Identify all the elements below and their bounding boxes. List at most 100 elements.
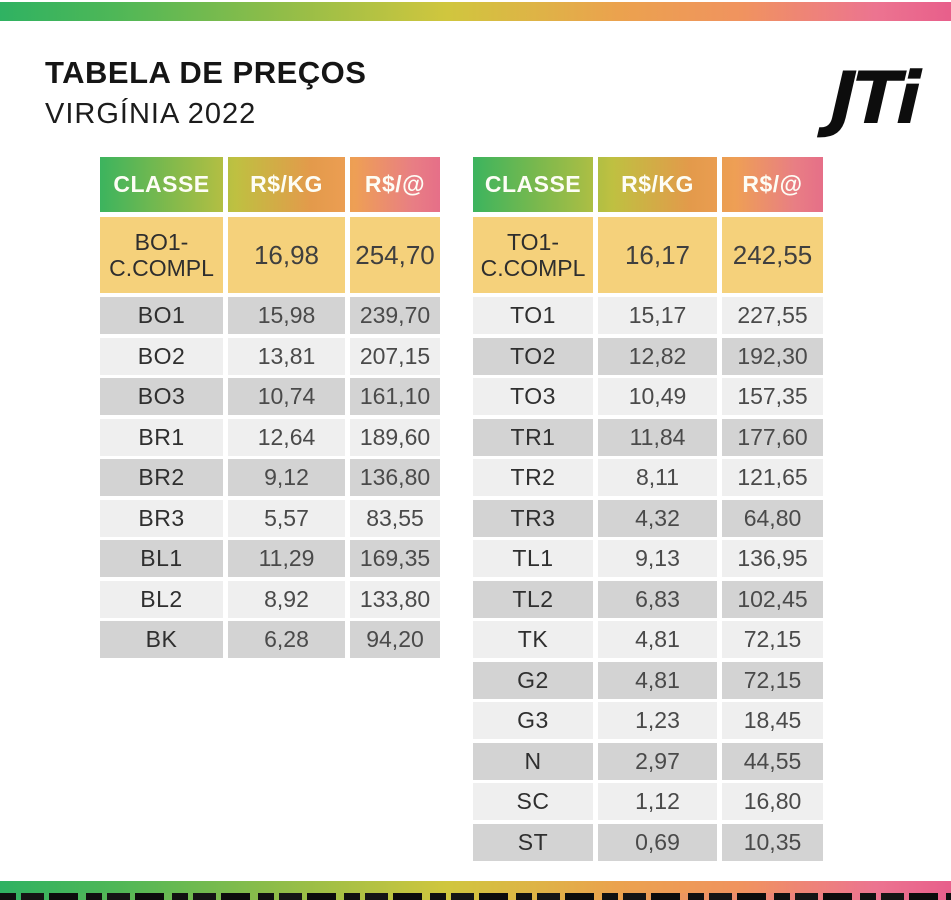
price-arroba-cell: 72,15 [722, 621, 823, 658]
table-rows: TO1 15,17 227,55 TO2 12,82 192,30 TO3 10,49 157,… [473, 297, 823, 861]
class-cell: BO3 [100, 378, 223, 415]
price-arroba-cell: 161,10 [350, 378, 440, 415]
class-cell: BL1 [100, 540, 223, 577]
class-cell: TL2 [473, 580, 593, 618]
price-kg-cell: 11,29 [228, 540, 345, 577]
price-kg-cell: 9,13 [598, 540, 717, 577]
price-kg-cell: 4,32 [598, 499, 717, 537]
page-title: TABELA DE PREÇOS [45, 55, 367, 90]
price-arroba-cell: 227,55 [722, 297, 823, 334]
class-cell: SC [473, 783, 593, 820]
price-kg-cell: 8,92 [228, 580, 345, 618]
price-arroba-cell: 207,15 [350, 337, 440, 375]
class-cell: TL1 [473, 540, 593, 577]
class-cell: BR3 [100, 499, 223, 537]
price-kg-cell: 6,28 [228, 621, 345, 658]
price-arroba-cell: 192,30 [722, 337, 823, 375]
price-arroba-cell: 157,35 [722, 378, 823, 415]
price-arroba-cell: 242,55 [722, 217, 823, 293]
price-kg-cell: 4,81 [598, 621, 717, 658]
price-arroba-cell: 44,55 [722, 742, 823, 780]
page-subtitle: VIRGÍNIA 2022 [45, 98, 257, 131]
class-cell: TR3 [473, 499, 593, 537]
class-cell: G3 [473, 702, 593, 739]
class-cell: BK [100, 621, 223, 658]
header-divider [345, 157, 350, 212]
price-arroba-cell: 121,65 [722, 459, 823, 496]
price-arroba-cell: 133,80 [350, 580, 440, 618]
class-cell: TO1 [473, 297, 593, 334]
class-cell: TO2 [473, 337, 593, 375]
bottom-cropped-text-strip [0, 893, 951, 900]
price-arroba-cell: 239,70 [350, 297, 440, 334]
price-arroba-cell: 18,45 [722, 702, 823, 739]
price-kg-cell: 10,74 [228, 378, 345, 415]
highlight-row: BO1- C.COMPL 16,98 254,70 [100, 217, 440, 293]
price-table-t-grades: CLASSE R$/KG R$/@ TO1- C.COMPL 16,17 242… [473, 157, 823, 861]
column-header-classe: CLASSE [484, 171, 582, 197]
price-arroba-cell: 189,60 [350, 418, 440, 456]
class-cell: BO1- C.COMPL [100, 217, 223, 293]
price-kg-cell: 6,83 [598, 580, 717, 618]
class-cell: TK [473, 621, 593, 658]
class-cell: ST [473, 823, 593, 861]
price-kg-cell: 12,64 [228, 418, 345, 456]
price-arroba-cell: 136,95 [722, 540, 823, 577]
top-gradient-bar [0, 2, 951, 21]
price-arroba-cell: 83,55 [350, 499, 440, 537]
price-kg-cell: 12,82 [598, 337, 717, 375]
price-arroba-cell: 72,15 [722, 661, 823, 699]
table-rows: BO1 15,98 239,70 BO2 13,81 207,15 BO3 10,74 161,… [100, 297, 440, 658]
price-kg-cell: 15,17 [598, 297, 717, 334]
price-kg-cell: 1,12 [598, 783, 717, 820]
class-cell: G2 [473, 661, 593, 699]
class-cell: TR2 [473, 459, 593, 496]
column-header-classe: CLASSE [113, 171, 210, 197]
price-arroba-cell: 177,60 [722, 418, 823, 456]
class-cell: TO3 [473, 378, 593, 415]
price-kg-cell: 2,97 [598, 742, 717, 780]
header-divider [717, 157, 722, 212]
price-arroba-cell: 169,35 [350, 540, 440, 577]
price-kg-cell: 0,69 [598, 823, 717, 861]
price-kg-cell: 13,81 [228, 337, 345, 375]
class-cell: N [473, 742, 593, 780]
highlight-row: TO1- C.COMPL 16,17 242,55 [473, 217, 823, 293]
price-kg-cell: 1,23 [598, 702, 717, 739]
price-arroba-cell: 102,45 [722, 580, 823, 618]
column-header-arroba: R$/@ [364, 171, 426, 197]
class-cell: BO2 [100, 337, 223, 375]
price-kg-cell: 10,49 [598, 378, 717, 415]
price-arroba-cell: 64,80 [722, 499, 823, 537]
price-arroba-cell: 94,20 [350, 621, 440, 658]
price-kg-cell: 16,98 [228, 217, 345, 293]
column-header-arroba: R$/@ [742, 171, 803, 197]
class-cell: BR1 [100, 418, 223, 456]
price-arroba-cell: 136,80 [350, 459, 440, 496]
class-cell: BR2 [100, 459, 223, 496]
column-header-kg: R$/KG [621, 171, 694, 197]
price-arroba-cell: 254,70 [350, 217, 440, 293]
class-cell: TO1- C.COMPL [473, 217, 593, 293]
table-header: CLASSE R$/KG R$/@ [473, 157, 823, 212]
price-kg-cell: 11,84 [598, 418, 717, 456]
column-header-kg: R$/KG [250, 171, 323, 197]
price-kg-cell: 5,57 [228, 499, 345, 537]
price-table-b-grades: CLASSE R$/KG R$/@ BO1- C.COMPL 16,98 254… [100, 157, 440, 658]
class-cell: TR1 [473, 418, 593, 456]
table-header: CLASSE R$/KG R$/@ [100, 157, 440, 212]
price-kg-cell: 9,12 [228, 459, 345, 496]
class-cell: BO1 [100, 297, 223, 334]
price-kg-cell: 4,81 [598, 661, 717, 699]
header-divider [223, 157, 228, 212]
bottom-gradient-bar [0, 881, 951, 893]
price-arroba-cell: 10,35 [722, 823, 823, 861]
jti-logo: JTi [828, 56, 918, 140]
class-cell: BL2 [100, 580, 223, 618]
header-divider [593, 157, 598, 212]
price-kg-cell: 16,17 [598, 217, 717, 293]
price-kg-cell: 15,98 [228, 297, 345, 334]
price-arroba-cell: 16,80 [722, 783, 823, 820]
price-kg-cell: 8,11 [598, 459, 717, 496]
